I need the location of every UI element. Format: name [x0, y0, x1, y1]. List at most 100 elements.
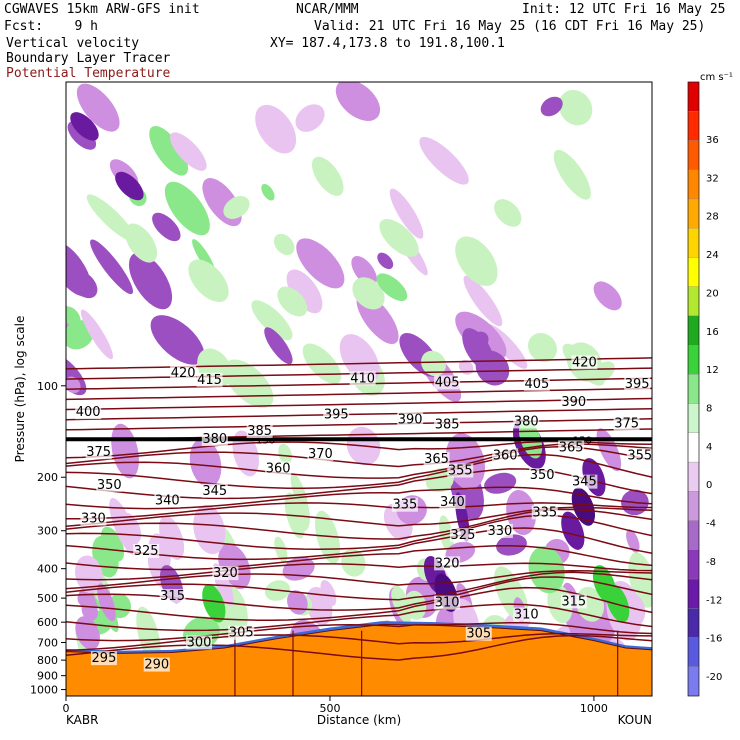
theta-label-bg	[571, 474, 598, 489]
velocity-cell	[274, 536, 288, 563]
colorbar-label: 20	[706, 288, 719, 299]
velocity-cell	[419, 136, 469, 185]
velocity-cell	[202, 584, 226, 623]
theta-label: 290	[144, 658, 169, 673]
velocity-cell	[351, 255, 377, 287]
colorbar-swatch	[687, 228, 700, 258]
theta-label: 375	[614, 416, 639, 431]
theta-label-bg	[391, 497, 418, 512]
velocity-cell	[494, 199, 522, 227]
theta-label-bg	[439, 495, 466, 510]
colorbar-swatch	[687, 520, 700, 550]
theta-label: 330	[81, 512, 106, 527]
theta-label-bg	[349, 371, 376, 386]
theta-label-bg	[513, 607, 540, 622]
terrain-and-bl-tracer	[66, 621, 652, 696]
velocity-cell	[295, 104, 325, 132]
theta-label-bg	[434, 556, 461, 571]
colorbar-unit: cm s⁻¹	[700, 72, 733, 83]
colorbar-swatch	[687, 374, 700, 404]
colorbar-label: -20	[706, 672, 722, 683]
theta-label: 305	[229, 626, 254, 641]
colorbar-swatch	[687, 403, 700, 434]
theta-label-bg	[133, 543, 160, 558]
colorbar-swatch	[687, 432, 700, 463]
theta-label-bg	[80, 511, 107, 526]
theta-label-bg	[90, 651, 117, 666]
theta-label-bg	[560, 594, 587, 609]
theta-label: 310	[514, 608, 539, 623]
velocity-cell	[128, 252, 173, 310]
colorbar-label: 32	[706, 173, 719, 184]
theta-label-bg	[185, 635, 212, 650]
theta-label-bg	[265, 461, 292, 476]
theta-label-bg	[196, 372, 223, 387]
theta-label-bg	[434, 595, 461, 610]
theta-label-bg	[143, 657, 170, 672]
field-vertical-velocity: Vertical velocity	[6, 36, 140, 51]
x-axis-title: Distance (km)	[317, 713, 401, 727]
theta-label: 325	[134, 544, 159, 559]
colorbar-swatch	[687, 111, 700, 141]
velocity-cell	[115, 171, 144, 201]
theta-label-bg	[307, 446, 334, 461]
velocity-cell	[273, 233, 295, 256]
theta-contour	[66, 387, 652, 401]
xy-range: XY= 187.4,173.8 to 191.8,100.1	[270, 36, 505, 51]
colorbar-swatch	[687, 637, 700, 667]
theta-contour	[66, 634, 652, 661]
tropopause-label: 150	[256, 435, 275, 446]
theta-label-bg	[323, 407, 350, 422]
x-tick-label: 1000	[580, 702, 608, 715]
colorbar-label: -4	[706, 519, 716, 530]
velocity-cell	[389, 188, 424, 239]
velocity-cell	[455, 236, 498, 286]
theta-label-bg	[513, 414, 540, 429]
velocity-cell	[540, 96, 563, 117]
theta-label-bg	[523, 376, 550, 391]
velocity-cell	[286, 269, 323, 314]
theta-label: 395	[324, 407, 349, 422]
velocity-cell	[593, 281, 622, 311]
theta-label-bg	[486, 523, 513, 538]
velocity-cell	[561, 511, 585, 550]
colorbar-frame	[687, 81, 700, 697]
velocity-cell	[261, 183, 275, 201]
y-tick-label: 800	[37, 654, 58, 667]
velocity-cell	[90, 239, 133, 295]
theta-contour	[66, 407, 652, 421]
velocity-cell	[97, 583, 116, 622]
velocity-cell	[335, 82, 381, 121]
theta-contour	[66, 440, 652, 459]
theta-label: 315	[561, 594, 586, 609]
velocity-cell	[136, 606, 161, 664]
theta-label: 340	[440, 495, 465, 510]
velocity-cell	[553, 149, 591, 200]
velocity-cell	[188, 259, 229, 302]
velocity-cell	[376, 273, 408, 301]
y-tick-label: 200	[37, 471, 58, 484]
colorbar-swatch	[687, 315, 700, 346]
theta-contour	[66, 621, 652, 642]
colorbar-swatch	[687, 81, 700, 112]
theta-label-bg	[75, 405, 102, 420]
velocity-cell	[506, 489, 536, 536]
theta-contour	[66, 527, 652, 561]
theta-label-bg	[560, 395, 587, 410]
theta-label: 385	[247, 424, 272, 439]
theta-label-bg	[529, 468, 556, 483]
theta-label: 330	[487, 524, 512, 539]
theta-label-bg	[159, 589, 186, 604]
field-bl-tracer: Boundary Layer Tracer	[6, 51, 171, 66]
velocity-cell	[558, 89, 593, 126]
y-tick-label: 700	[37, 637, 58, 650]
theta-label-bg	[449, 528, 476, 543]
theta-label-bg	[85, 445, 112, 460]
theta-label: 335	[392, 498, 417, 513]
theta-label: 295	[92, 651, 117, 666]
velocity-cell	[339, 334, 380, 383]
velocity-cell	[606, 584, 630, 623]
theta-label: 405	[435, 375, 460, 390]
velocity-cell	[315, 510, 341, 564]
velocity-cell	[251, 300, 293, 341]
